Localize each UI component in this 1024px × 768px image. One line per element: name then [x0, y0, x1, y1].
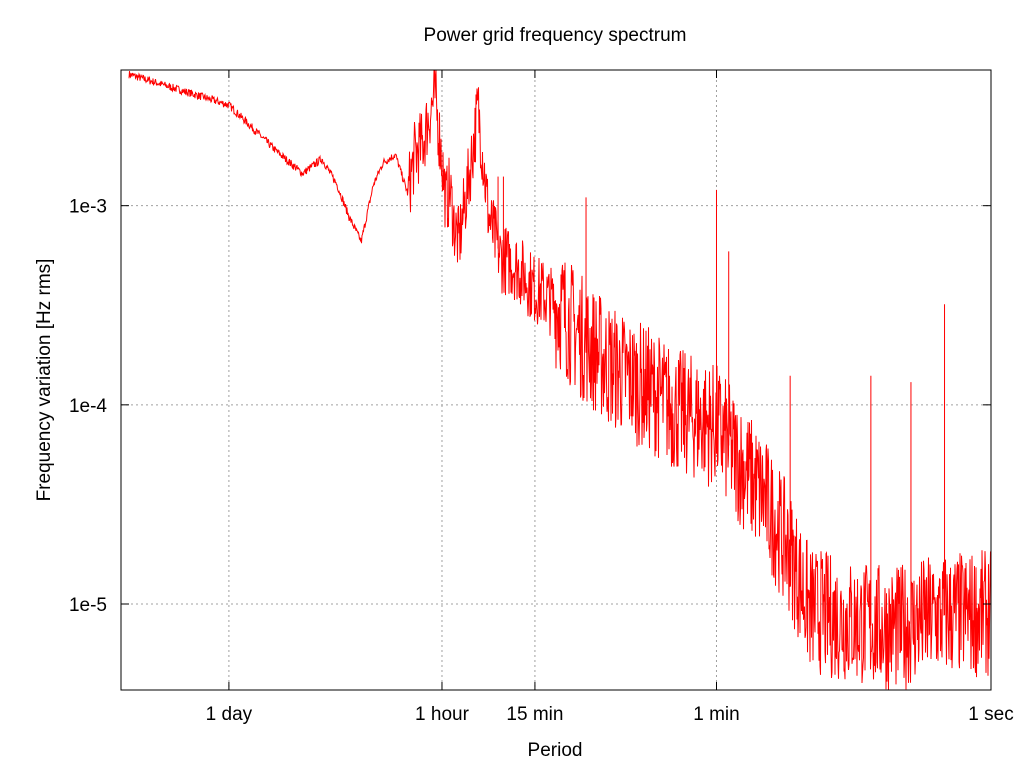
x-tick-label: 15 min	[506, 704, 563, 725]
axis-ticks: 1 day 1 hour 15 min 1 min 1 sec 1e-3 1e-4 1e-5	[69, 70, 1014, 725]
x-tick-label: 1 min	[693, 704, 739, 725]
plot-frame	[120, 69, 992, 691]
x-tick-label: 1 day	[206, 704, 253, 725]
y-axis-label: Frequency variation [Hz rms]	[34, 259, 55, 502]
x-tick-label: 1 hour	[415, 704, 470, 725]
x-tick-label: 1 sec	[968, 704, 1013, 725]
y-tick-label: 1e-3	[69, 197, 107, 218]
y-tick-label: 1e-4	[69, 396, 107, 417]
spectrum-line	[128, 70, 991, 690]
x-axis-label: Period	[528, 740, 583, 761]
y-tick-label: 1e-5	[69, 595, 107, 616]
data-layer	[128, 70, 991, 690]
chart-title: Power grid frequency spectrum	[424, 25, 687, 46]
